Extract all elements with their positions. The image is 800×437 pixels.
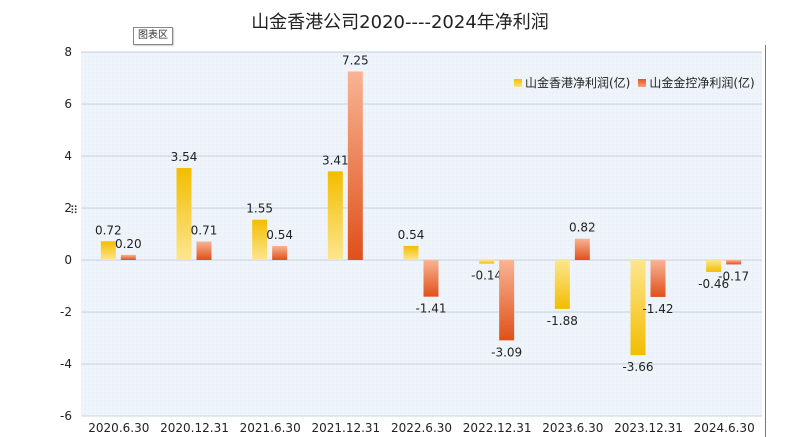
bar-series-2 <box>650 260 666 297</box>
legend-swatch-orange <box>638 78 647 87</box>
bar-series-1 <box>630 260 646 356</box>
x-tick-label: 2020.12.31 <box>160 421 229 435</box>
data-label: 7.25 <box>342 54 369 68</box>
y-tick-label: -6 <box>60 409 72 423</box>
bar-series-1 <box>252 219 268 260</box>
chart-area-tag: 图表区 <box>133 27 173 45</box>
data-label: 0.71 <box>191 224 218 238</box>
data-label: 3.54 <box>171 150 198 164</box>
legend-label-series-2: 山金金控净利润(亿) <box>649 76 755 90</box>
bar-series-1 <box>403 245 419 260</box>
data-label: -0.14 <box>471 269 502 283</box>
legend-swatch-gold <box>514 78 522 87</box>
data-label: 1.55 <box>246 202 273 216</box>
legend-item-series-2: 山金金控净利润(亿) <box>638 74 755 91</box>
data-label: -3.66 <box>622 360 653 374</box>
bar-series-2 <box>574 238 590 260</box>
data-label: 0.54 <box>398 228 425 242</box>
x-tick-label: 2022.6.30 <box>391 421 452 435</box>
y-tick-label: 2 <box>64 201 72 215</box>
y-tick-label: 4 <box>64 149 72 163</box>
chart-title: 山金香港公司2020----2024年净利润 <box>251 12 549 33</box>
data-label: 0.20 <box>115 237 142 251</box>
bar-series-2 <box>499 260 515 341</box>
bar-series-1 <box>327 171 343 260</box>
x-tick-label: 2020.6.30 <box>88 421 149 435</box>
data-label: -0.17 <box>718 269 749 283</box>
bar-series-2 <box>272 245 288 260</box>
bar-series-1 <box>479 260 495 264</box>
data-label: 0.82 <box>569 221 596 235</box>
x-tick-label: 2021.12.31 <box>311 421 380 435</box>
chart-legend: 山金香港净利润(亿) 山金金控净利润(亿) <box>514 74 755 91</box>
chart-frame-border <box>765 45 766 437</box>
x-tick-label: 2024.6.30 <box>694 421 755 435</box>
data-label: -1.42 <box>642 302 673 316</box>
data-label: -1.41 <box>415 302 446 316</box>
y-tick-label: -2 <box>60 305 72 319</box>
data-label: -3.09 <box>491 345 522 359</box>
legend-item-series-1: 山金香港净利润(亿) <box>514 74 630 91</box>
y-tick-label: 8 <box>64 45 72 59</box>
bar-series-2 <box>120 254 136 260</box>
data-label: -0.46 <box>698 277 729 291</box>
drag-handle-icon[interactable]: ⠿ <box>70 204 79 217</box>
plot-texture <box>81 52 762 416</box>
data-label: -1.88 <box>547 314 578 328</box>
bar-series-1 <box>706 260 722 272</box>
bar-series-1 <box>100 241 116 260</box>
y-tick-label: -4 <box>60 357 72 371</box>
bar-series-2 <box>347 71 363 260</box>
x-tick-label: 2023.12.31 <box>614 421 683 435</box>
data-label: 0.54 <box>266 228 293 242</box>
y-tick-label: 0 <box>64 253 72 267</box>
bar-series-1 <box>554 260 570 309</box>
data-label: 3.41 <box>322 153 349 167</box>
legend-label-series-1: 山金香港净利润(亿) <box>525 76 631 90</box>
bar-series-2 <box>423 260 439 297</box>
y-tick-label: 6 <box>64 97 72 111</box>
x-tick-label: 2022.12.31 <box>463 421 532 435</box>
bar-series-1 <box>176 167 192 260</box>
data-label: 0.72 <box>95 223 122 237</box>
bar-series-2 <box>726 260 742 265</box>
x-tick-label: 2023.6.30 <box>542 421 603 435</box>
bar-series-2 <box>196 241 212 260</box>
x-tick-label: 2021.6.30 <box>240 421 301 435</box>
